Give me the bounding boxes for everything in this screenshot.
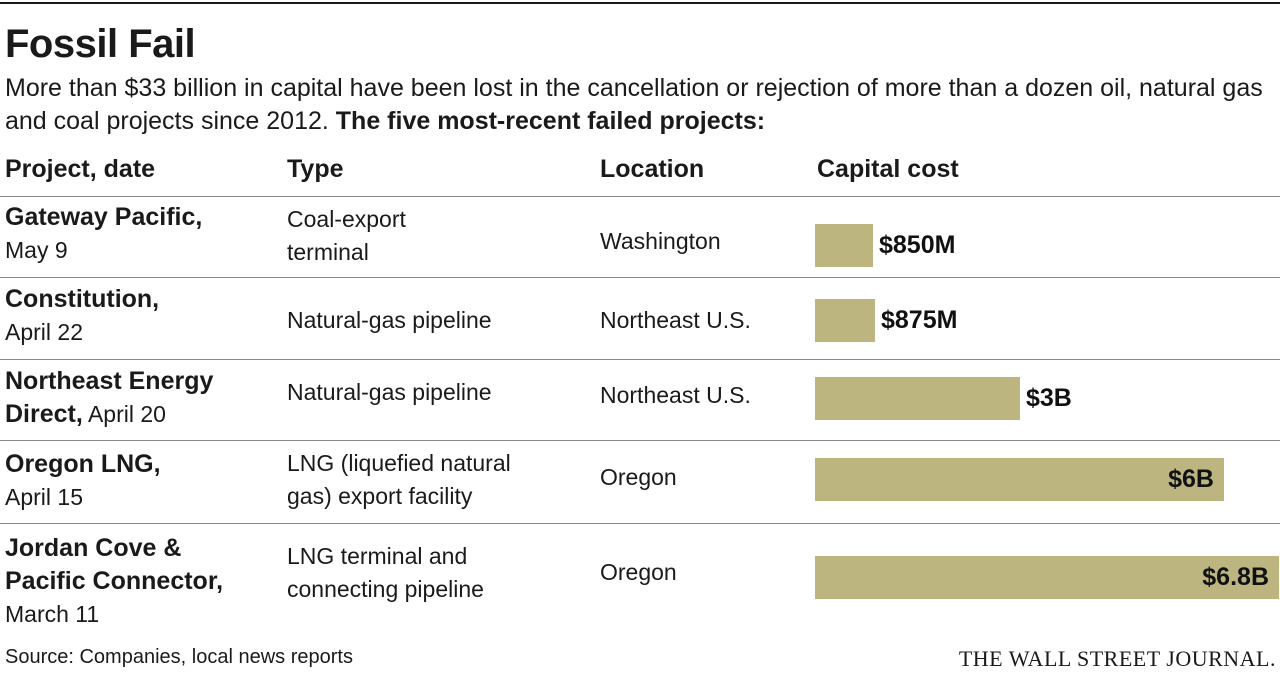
bar bbox=[815, 556, 1279, 599]
bar bbox=[815, 224, 873, 267]
type-line: connecting pipeline bbox=[287, 576, 484, 602]
project-name: Oregon LNG, bbox=[5, 450, 161, 478]
bar-label: $6B bbox=[1168, 465, 1214, 493]
project-name-line-2: Direct, bbox=[5, 400, 83, 428]
type-cell: Natural-gas pipeline bbox=[287, 379, 492, 405]
project-date: April 22 bbox=[5, 319, 83, 345]
column-header-location: Location bbox=[600, 155, 705, 183]
project-cell: Constitution, April 22 bbox=[5, 283, 159, 349]
table-row: Oregon LNG, April 15 LNG (liquefied natu… bbox=[0, 440, 1280, 524]
project-cell: Gateway Pacific, May 9 bbox=[5, 201, 202, 267]
project-name: Constitution, bbox=[5, 285, 160, 313]
table-row: Constitution, April 22 Natural-gas pipel… bbox=[0, 277, 1280, 360]
column-header-type: Type bbox=[287, 155, 344, 183]
bar bbox=[815, 377, 1020, 420]
location-cell: Oregon bbox=[600, 464, 677, 490]
project-date: April 15 bbox=[5, 484, 83, 510]
top-rule bbox=[0, 2, 1280, 4]
bar-label: $3B bbox=[1026, 384, 1072, 412]
type-cell: Coal-export terminal bbox=[287, 203, 406, 269]
project-cell: Northeast Energy Direct, April 20 bbox=[5, 365, 213, 431]
location-cell: Northeast U.S. bbox=[600, 382, 751, 408]
bar bbox=[815, 458, 1224, 501]
project-cell: Jordan Cove & Pacific Connector, March 1… bbox=[5, 532, 223, 631]
project-date: April 20 bbox=[87, 401, 166, 427]
column-header-capital-cost: Capital cost bbox=[817, 155, 959, 183]
source-note: Source: Companies, local news reports bbox=[5, 646, 353, 668]
publisher-logo: THE WALL STREET JOURNAL. bbox=[958, 646, 1276, 671]
bar-label: $875M bbox=[881, 306, 958, 334]
bar-label: $850M bbox=[879, 231, 956, 259]
type-line: gas) export facility bbox=[287, 483, 473, 509]
type-cell: LNG (liquefied natural gas) export facil… bbox=[287, 447, 511, 513]
project-name-line-2: Pacific Connector, bbox=[5, 567, 224, 595]
project-cell: Oregon LNG, April 15 bbox=[5, 448, 161, 514]
bar-label: $6.8B bbox=[1202, 563, 1269, 591]
project-date: May 9 bbox=[5, 237, 68, 263]
intro-text: More than $33 billion in capital have be… bbox=[5, 72, 1275, 138]
type-cell: Natural-gas pipeline bbox=[287, 307, 492, 333]
column-header-project: Project, date bbox=[5, 155, 156, 183]
project-name: Jordan Cove & bbox=[5, 534, 182, 562]
type-line: LNG terminal and bbox=[287, 543, 468, 569]
project-date: March 11 bbox=[5, 601, 100, 627]
intro-bold: The five most-recent failed projects: bbox=[335, 107, 766, 135]
project-name: Northeast Energy bbox=[5, 367, 214, 395]
location-cell: Northeast U.S. bbox=[600, 307, 751, 333]
type-line: Coal-export bbox=[287, 206, 406, 232]
type-line: LNG (liquefied natural bbox=[287, 450, 511, 476]
type-line: terminal bbox=[287, 239, 369, 265]
bar bbox=[815, 299, 875, 342]
type-cell: LNG terminal and connecting pipeline bbox=[287, 540, 484, 606]
table-row: Gateway Pacific, May 9 Coal-export termi… bbox=[0, 196, 1280, 278]
intro-sentence: More than $33 billion in capital have be… bbox=[5, 74, 1263, 135]
location-cell: Washington bbox=[600, 228, 721, 254]
location-cell: Oregon bbox=[600, 559, 677, 585]
project-name: Gateway Pacific, bbox=[5, 203, 203, 231]
chart-title: Fossil Fail bbox=[5, 22, 196, 66]
table-row: Northeast Energy Direct, April 20 Natura… bbox=[0, 359, 1280, 441]
table-row: Jordan Cove & Pacific Connector, March 1… bbox=[0, 523, 1280, 634]
